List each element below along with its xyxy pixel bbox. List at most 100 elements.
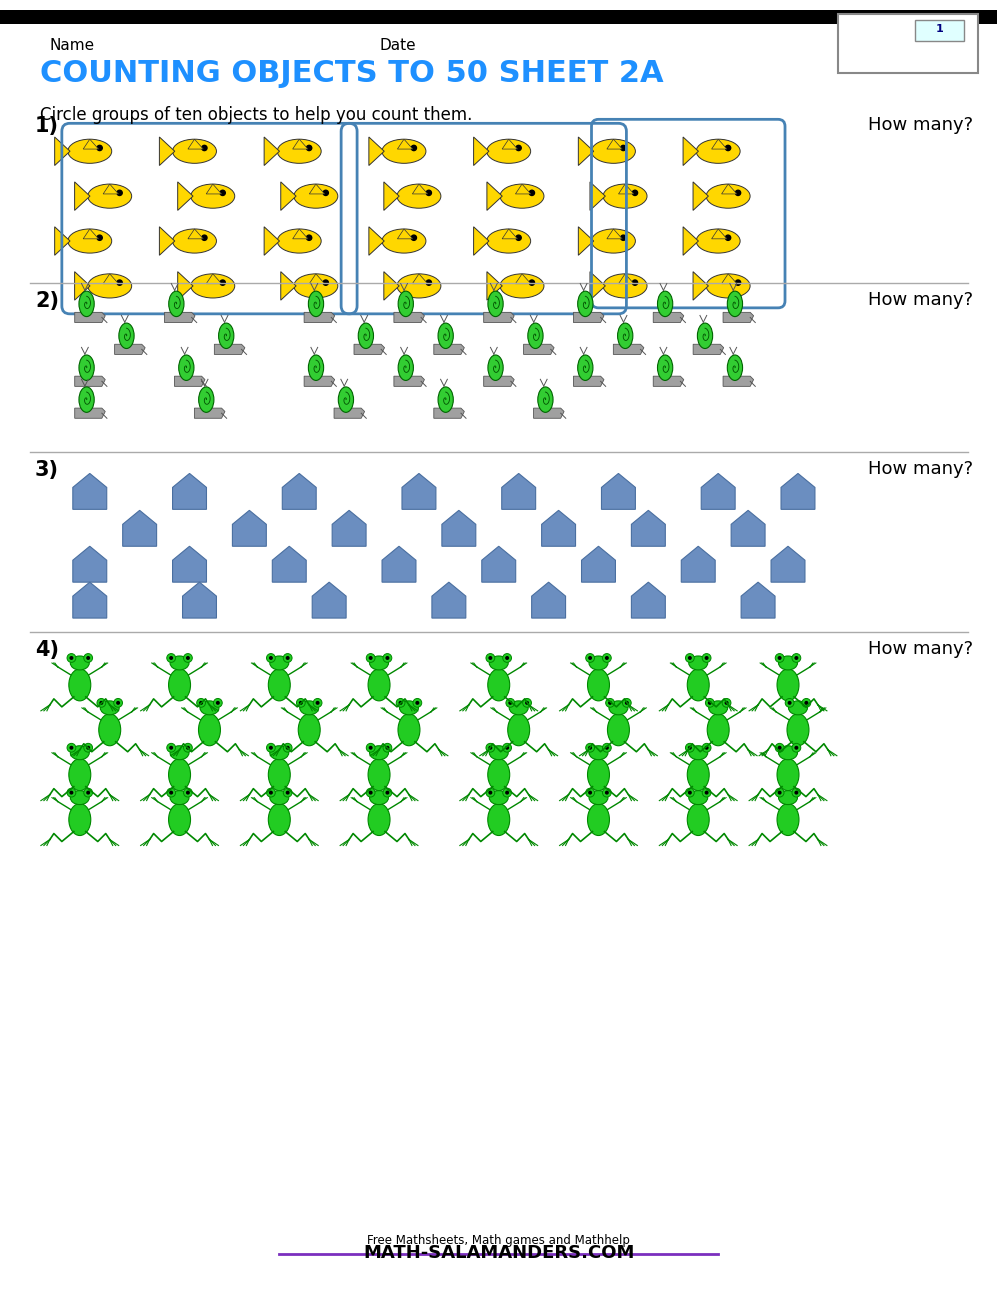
Circle shape [269, 656, 273, 660]
Ellipse shape [487, 229, 531, 254]
Circle shape [705, 656, 709, 660]
Circle shape [369, 656, 373, 660]
Circle shape [286, 656, 290, 660]
Circle shape [385, 791, 389, 795]
Ellipse shape [368, 669, 390, 701]
Ellipse shape [68, 229, 112, 254]
Ellipse shape [382, 229, 426, 254]
Circle shape [86, 791, 90, 795]
Polygon shape [214, 344, 245, 355]
Ellipse shape [592, 229, 635, 254]
Ellipse shape [69, 758, 91, 791]
Ellipse shape [308, 355, 324, 380]
Bar [0, 9, 997, 19]
Circle shape [588, 791, 592, 795]
Circle shape [588, 745, 592, 749]
Circle shape [705, 745, 709, 749]
Ellipse shape [578, 291, 593, 317]
Circle shape [602, 788, 611, 797]
Polygon shape [722, 184, 737, 194]
Polygon shape [712, 140, 727, 149]
Ellipse shape [70, 745, 89, 760]
Polygon shape [183, 582, 216, 619]
Circle shape [184, 743, 192, 752]
Text: Name: Name [50, 38, 95, 53]
Ellipse shape [268, 804, 290, 836]
Circle shape [306, 145, 312, 150]
Polygon shape [722, 274, 737, 283]
Ellipse shape [191, 274, 235, 298]
Circle shape [184, 788, 192, 797]
Circle shape [216, 701, 220, 705]
Polygon shape [332, 510, 366, 546]
Circle shape [197, 699, 205, 708]
Circle shape [775, 788, 784, 797]
Ellipse shape [489, 656, 508, 670]
Circle shape [605, 745, 609, 749]
Circle shape [625, 701, 629, 705]
Polygon shape [693, 272, 708, 300]
Ellipse shape [68, 140, 112, 163]
Ellipse shape [779, 745, 797, 760]
Polygon shape [631, 582, 665, 619]
Circle shape [486, 653, 495, 663]
Polygon shape [173, 474, 206, 510]
Circle shape [97, 699, 106, 708]
Text: 4): 4) [35, 641, 59, 660]
Polygon shape [73, 582, 107, 619]
Polygon shape [384, 272, 399, 300]
Circle shape [399, 701, 403, 705]
Ellipse shape [119, 324, 134, 348]
Circle shape [186, 656, 190, 660]
Polygon shape [178, 272, 193, 300]
Polygon shape [75, 182, 90, 211]
Ellipse shape [358, 324, 374, 348]
Circle shape [67, 788, 76, 797]
Circle shape [794, 791, 798, 795]
Text: 1): 1) [35, 116, 59, 136]
Circle shape [621, 145, 626, 150]
Polygon shape [781, 474, 815, 510]
Ellipse shape [100, 701, 119, 714]
Circle shape [283, 788, 292, 797]
Ellipse shape [198, 714, 220, 745]
Circle shape [383, 743, 392, 752]
Ellipse shape [779, 791, 797, 805]
Ellipse shape [500, 274, 544, 298]
Ellipse shape [277, 140, 321, 163]
Ellipse shape [777, 669, 799, 701]
Circle shape [186, 745, 190, 749]
Circle shape [605, 791, 609, 795]
Circle shape [220, 280, 225, 285]
Polygon shape [573, 377, 604, 387]
Circle shape [702, 653, 711, 663]
Circle shape [69, 656, 73, 660]
Ellipse shape [268, 758, 290, 791]
Circle shape [267, 788, 275, 797]
Circle shape [488, 656, 492, 660]
Circle shape [685, 653, 694, 663]
Ellipse shape [488, 355, 503, 380]
Circle shape [608, 701, 612, 705]
Circle shape [488, 745, 492, 749]
Ellipse shape [199, 387, 214, 413]
Polygon shape [264, 137, 279, 166]
Polygon shape [482, 546, 516, 582]
Circle shape [529, 280, 535, 285]
Ellipse shape [528, 324, 543, 348]
Circle shape [267, 653, 275, 663]
Ellipse shape [169, 758, 191, 791]
Polygon shape [607, 229, 622, 239]
Circle shape [369, 745, 373, 749]
Ellipse shape [588, 804, 609, 836]
Polygon shape [619, 184, 634, 194]
Polygon shape [631, 510, 665, 546]
Ellipse shape [370, 656, 389, 670]
Circle shape [688, 745, 692, 749]
Circle shape [486, 743, 495, 752]
Ellipse shape [777, 804, 799, 836]
Text: Free Mathsheets, Math games and Mathhelp: Free Mathsheets, Math games and Mathhelp [367, 1234, 630, 1247]
Polygon shape [741, 582, 775, 619]
Ellipse shape [438, 324, 453, 348]
Circle shape [415, 701, 419, 705]
